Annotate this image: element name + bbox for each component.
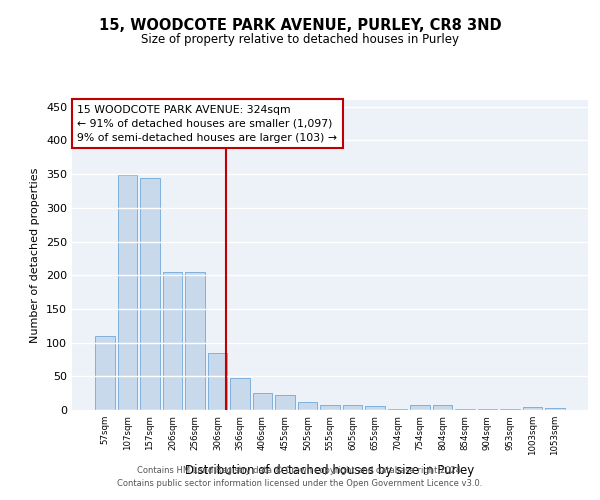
Bar <box>140 178 160 410</box>
Bar <box>343 406 362 410</box>
Bar <box>253 393 272 410</box>
Bar <box>478 408 497 410</box>
Bar <box>545 408 565 410</box>
Bar <box>455 408 475 410</box>
Y-axis label: Number of detached properties: Number of detached properties <box>31 168 40 342</box>
Text: Contains HM Land Registry data © Crown copyright and database right 2024.
Contai: Contains HM Land Registry data © Crown c… <box>118 466 482 487</box>
Bar <box>410 404 430 410</box>
Bar <box>433 406 452 410</box>
Bar <box>208 352 227 410</box>
Bar <box>298 402 317 410</box>
Bar <box>163 272 182 410</box>
Bar <box>230 378 250 410</box>
Bar <box>365 406 385 410</box>
X-axis label: Distribution of detached houses by size in Purley: Distribution of detached houses by size … <box>185 464 475 476</box>
Bar <box>523 408 542 410</box>
Bar <box>320 404 340 410</box>
Bar <box>95 336 115 410</box>
Bar <box>118 176 137 410</box>
Bar <box>388 408 407 410</box>
Text: 15 WOODCOTE PARK AVENUE: 324sqm
← 91% of detached houses are smaller (1,097)
9% : 15 WOODCOTE PARK AVENUE: 324sqm ← 91% of… <box>77 104 337 142</box>
Bar <box>275 395 295 410</box>
Text: Size of property relative to detached houses in Purley: Size of property relative to detached ho… <box>141 32 459 46</box>
Text: 15, WOODCOTE PARK AVENUE, PURLEY, CR8 3ND: 15, WOODCOTE PARK AVENUE, PURLEY, CR8 3N… <box>98 18 502 32</box>
Bar <box>185 272 205 410</box>
